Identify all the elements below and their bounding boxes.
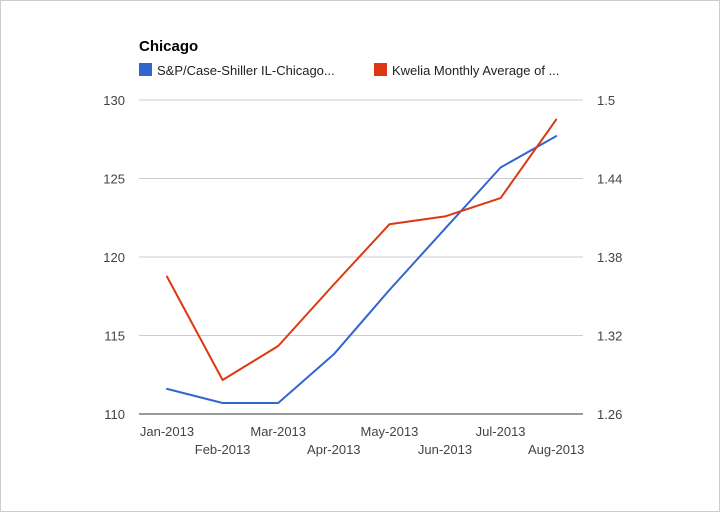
series-line-2[interactable]	[166, 118, 558, 381]
left-axis-tick-label: 115	[104, 329, 125, 344]
legend-label-series-2[interactable]: Kwelia Monthly Average of ...	[392, 63, 559, 78]
x-axis-tick-label: Feb-2013	[195, 442, 251, 457]
right-axis-tick-label: 1.5	[597, 93, 615, 108]
x-axis-tick-label: Apr-2013	[307, 442, 360, 457]
legend-swatch-series-1[interactable]	[139, 63, 152, 76]
x-axis-ticks: Jan-2013 Mar-2013 May-2013 Jul-2013 Feb-2013…	[140, 424, 585, 457]
left-axis-ticks: 130 125 120 115 110	[103, 93, 125, 422]
right-axis-tick-label: 1.32	[597, 329, 622, 344]
x-axis-tick-label: Mar-2013	[250, 424, 306, 439]
left-axis-tick-label: 110	[104, 407, 125, 422]
right-axis-tick-label: 1.44	[597, 172, 622, 187]
x-axis-tick-label: Jul-2013	[476, 424, 526, 439]
x-axis-tick-label: Jun-2013	[418, 442, 472, 457]
series-line-1[interactable]	[166, 135, 558, 404]
series-lines[interactable]	[166, 118, 558, 404]
right-axis-ticks: 1.5 1.44 1.38 1.32 1.26	[597, 93, 622, 422]
legend-swatch-series-2[interactable]	[374, 63, 387, 76]
left-axis-tick-label: 120	[103, 250, 125, 265]
chart-title: Chicago	[139, 38, 198, 55]
right-axis-tick-label: 1.26	[597, 407, 622, 422]
right-axis-tick-label: 1.38	[597, 250, 622, 265]
left-axis-tick-label: 125	[103, 172, 125, 187]
x-axis-tick-label: Aug-2013	[528, 442, 584, 457]
x-axis-tick-label: May-2013	[360, 424, 418, 439]
legend-label-series-1[interactable]: S&P/Case-Shiller IL-Chicago...	[157, 63, 335, 78]
x-axis-tick-label: Jan-2013	[140, 424, 194, 439]
left-axis-tick-label: 130	[103, 93, 125, 108]
gridlines	[139, 99, 583, 336]
